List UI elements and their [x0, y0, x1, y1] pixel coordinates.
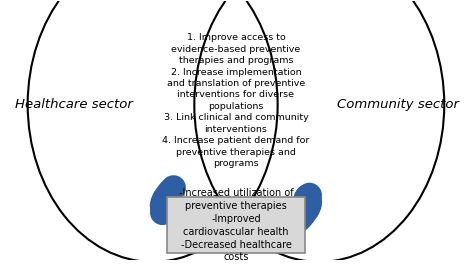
Text: Healthcare sector: Healthcare sector [15, 98, 133, 111]
Text: Community sector: Community sector [337, 98, 459, 111]
Text: 1. Improve access to
evidence-based preventive
therapies and programs
2. Increas: 1. Improve access to evidence-based prev… [162, 33, 310, 168]
Text: -Increased utilization of
preventive therapies
-Improved
cardiovascular health
-: -Increased utilization of preventive the… [179, 188, 293, 262]
FancyBboxPatch shape [166, 197, 305, 253]
